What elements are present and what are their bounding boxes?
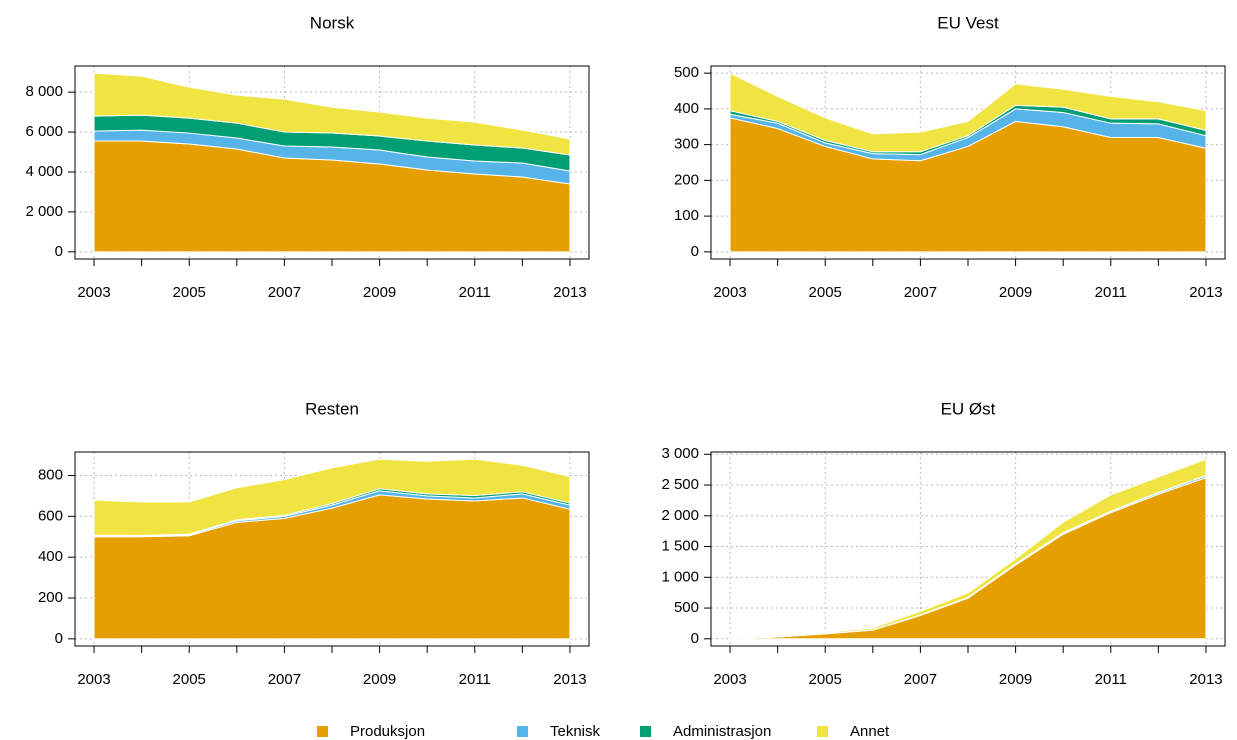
y-tick-label: 0 — [55, 243, 63, 260]
area — [93, 458, 571, 536]
y-tick-label: 500 — [674, 599, 699, 616]
chart-title: EU Vest — [937, 13, 999, 32]
y-tick-label: 200 — [674, 171, 699, 188]
y-tick-label: 2 500 — [661, 476, 699, 493]
chart-title: EU Øst — [941, 399, 996, 418]
legend-swatch — [640, 726, 651, 737]
y-tick-label: 400 — [38, 548, 63, 565]
legend-label: Administrasjon — [673, 723, 771, 740]
y-tick-label: 1 500 — [661, 538, 699, 555]
y-tick-label: 1 000 — [661, 568, 699, 585]
x-tick-label: 2007 — [904, 671, 937, 688]
area — [93, 72, 571, 156]
legend-swatch — [817, 726, 828, 737]
legend-label: Teknisk — [550, 723, 601, 740]
y-tick-label: 8 000 — [25, 83, 63, 100]
x-tick-label: 2013 — [1189, 671, 1222, 688]
y-tick-label: 0 — [55, 630, 63, 647]
y-tick-label: 3 000 — [661, 445, 699, 462]
x-tick-label: 2013 — [1189, 284, 1222, 301]
y-tick-label: 6 000 — [25, 123, 63, 140]
x-tick-label: 2003 — [77, 284, 110, 301]
chart-title: Resten — [305, 399, 359, 418]
x-tick-label: 2005 — [809, 284, 842, 301]
y-tick-label: 0 — [691, 630, 699, 647]
x-tick-label: 2011 — [459, 671, 491, 688]
x-tick-label: 2007 — [268, 284, 301, 301]
x-tick-label: 2009 — [363, 671, 396, 688]
plot-frame — [74, 65, 590, 260]
y-tick-label: 800 — [38, 466, 63, 483]
x-tick-label: 2013 — [553, 284, 586, 301]
x-tick-label: 2009 — [999, 671, 1032, 688]
y-tick-label: 200 — [38, 589, 63, 606]
y-tick-label: 2 000 — [25, 203, 63, 220]
x-tick-label: 2009 — [999, 284, 1032, 301]
x-tick-label: 2013 — [553, 671, 586, 688]
plot-frame — [710, 65, 1226, 260]
y-tick-label: 600 — [38, 507, 63, 524]
y-tick-label: 4 000 — [25, 163, 63, 180]
area — [729, 72, 1207, 153]
y-tick-label: 100 — [674, 207, 699, 224]
x-tick-label: 2003 — [713, 671, 746, 688]
x-tick-label: 2003 — [77, 671, 110, 688]
y-tick-label: 500 — [674, 64, 699, 81]
x-tick-label: 2003 — [713, 284, 746, 301]
x-tick-label: 2005 — [173, 284, 206, 301]
x-tick-label: 2009 — [363, 284, 396, 301]
legend-swatch — [517, 726, 528, 737]
legend-label: Produksjon — [350, 723, 425, 740]
x-tick-label: 2007 — [268, 671, 301, 688]
plot-frame — [710, 451, 1226, 647]
legend-swatch — [317, 726, 328, 737]
y-tick-label: 300 — [674, 136, 699, 153]
x-tick-label: 2005 — [173, 671, 206, 688]
chart-title: Norsk — [310, 13, 355, 32]
area — [729, 458, 1207, 639]
y-tick-label: 2 000 — [661, 507, 699, 524]
x-tick-label: 2007 — [904, 284, 937, 301]
x-tick-label: 2011 — [1095, 671, 1127, 688]
y-tick-label: 0 — [691, 243, 699, 260]
legend-label: Annet — [850, 723, 890, 740]
x-tick-label: 2011 — [459, 284, 491, 301]
x-tick-label: 2005 — [809, 671, 842, 688]
x-tick-label: 2011 — [1095, 284, 1127, 301]
y-tick-label: 400 — [674, 100, 699, 117]
plot-frame — [74, 451, 590, 647]
